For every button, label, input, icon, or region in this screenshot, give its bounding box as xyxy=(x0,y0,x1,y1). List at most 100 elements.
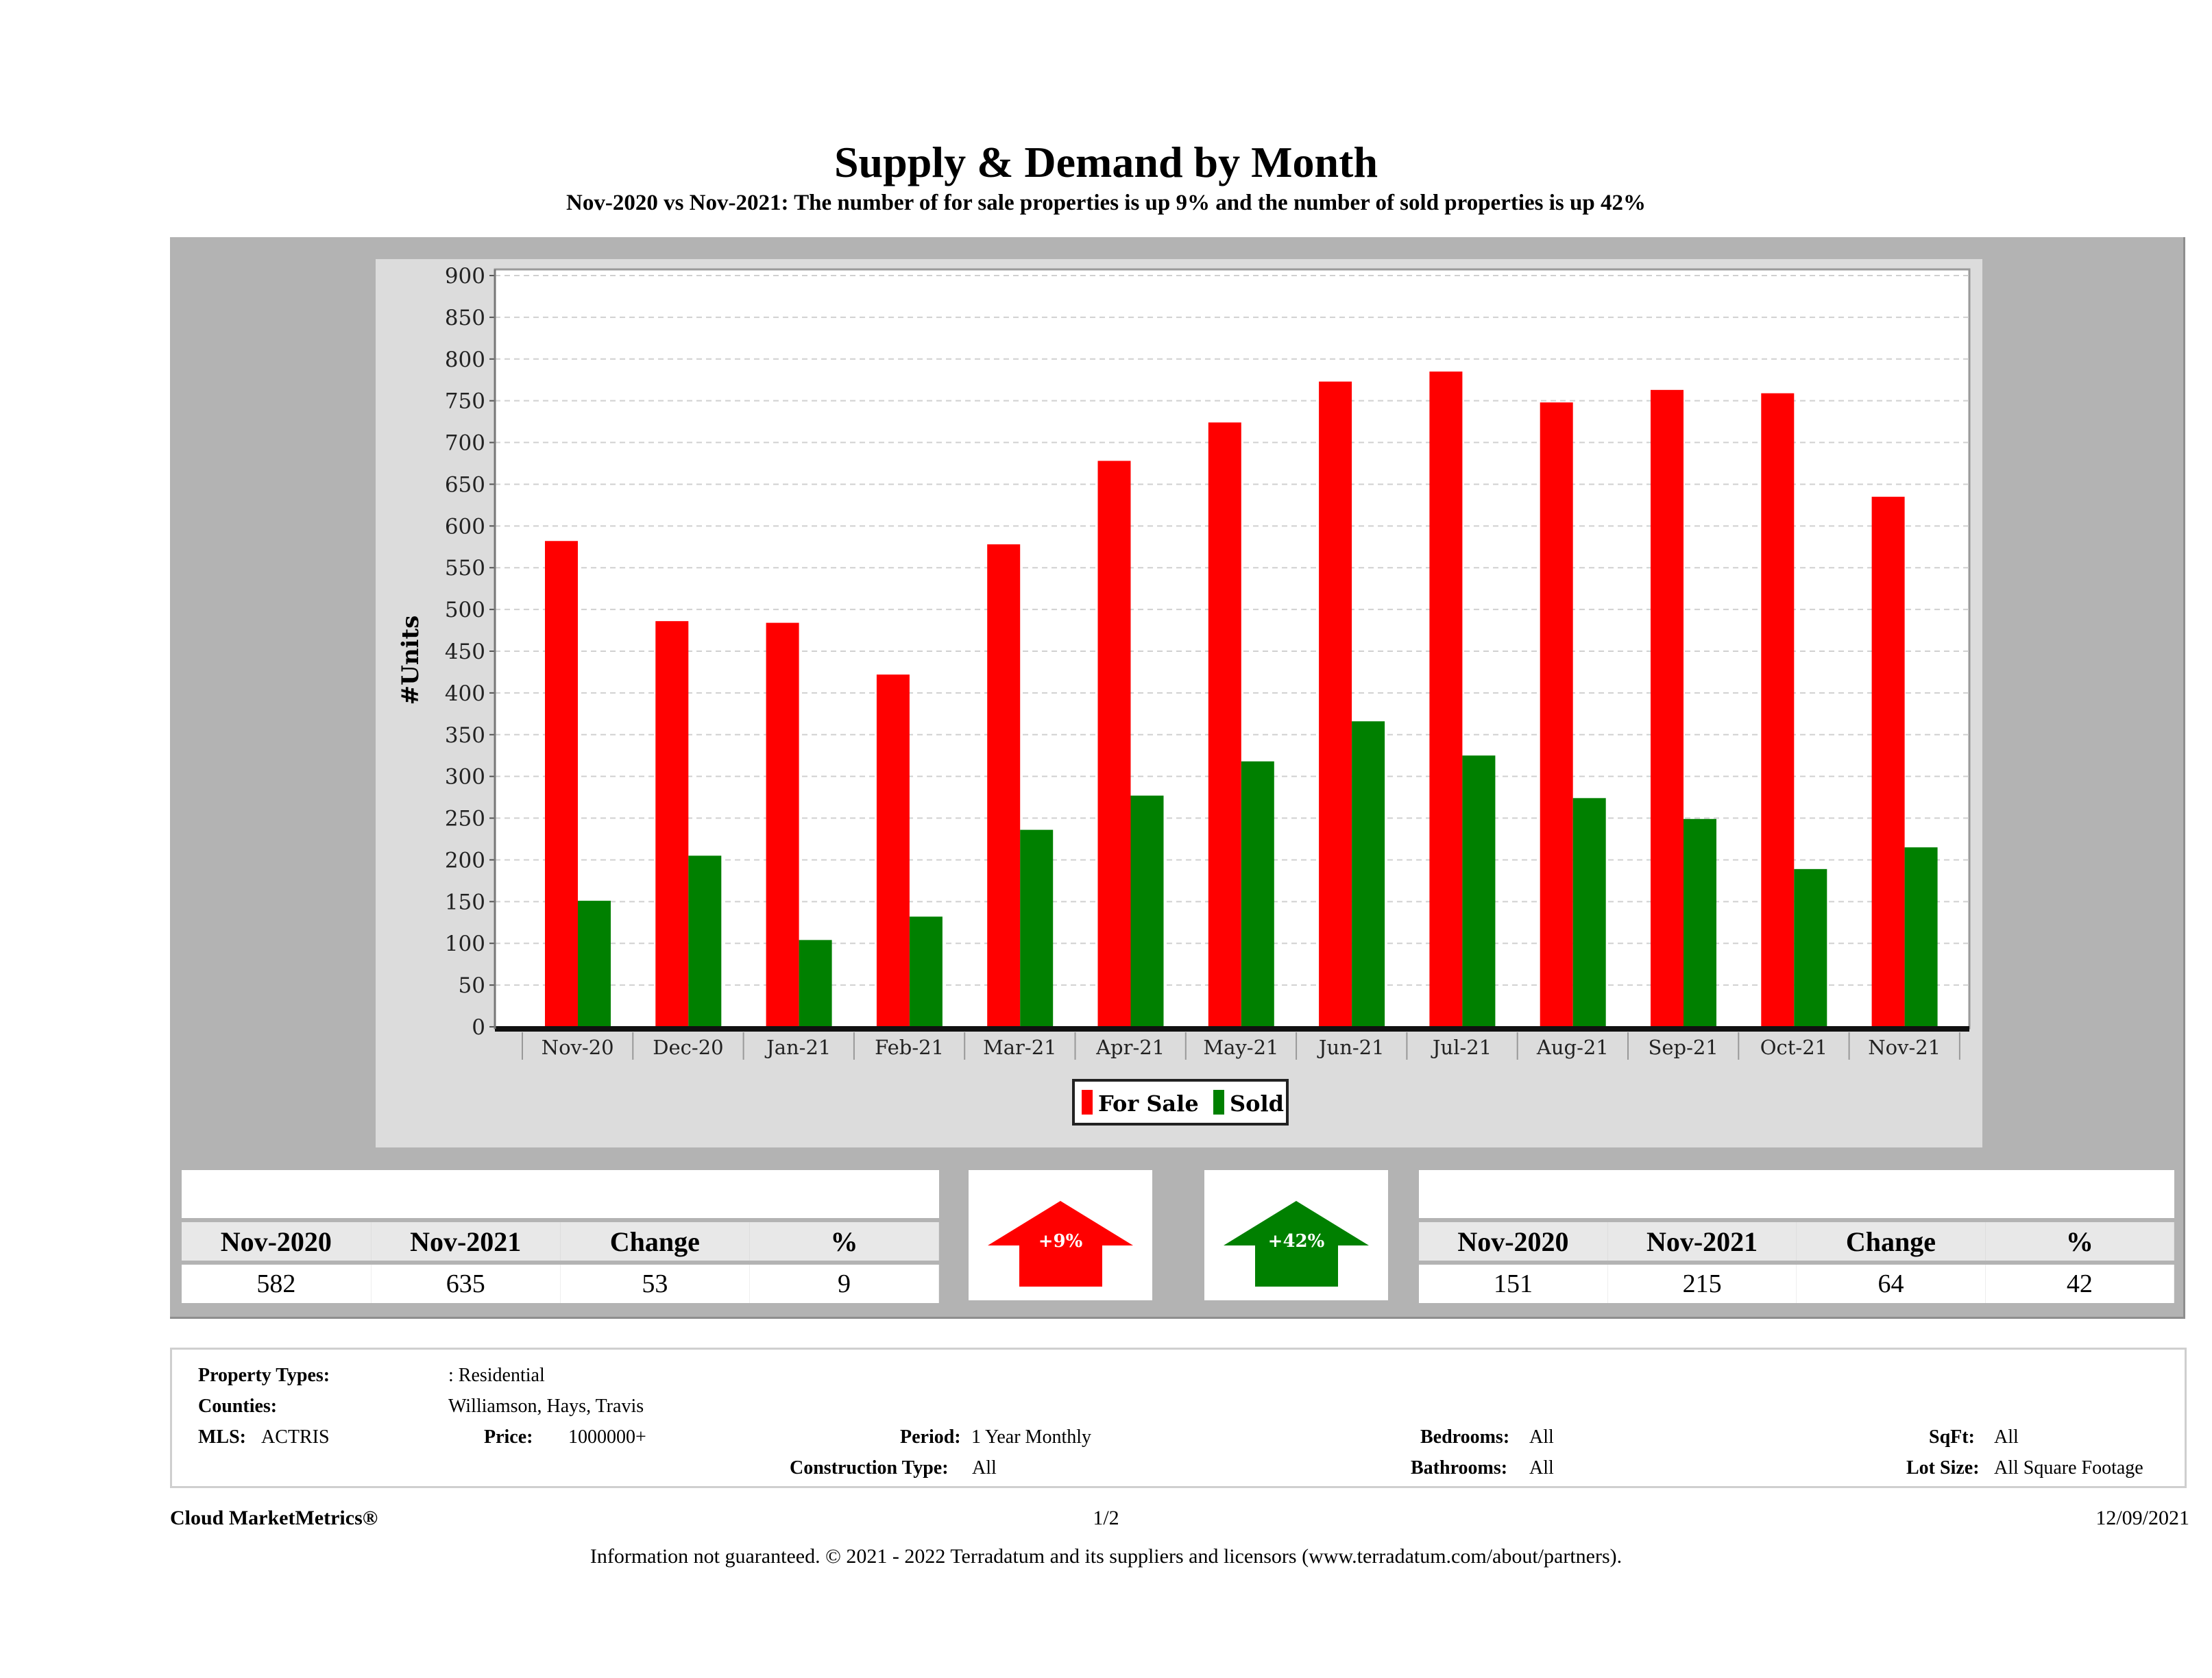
x-tick-label: May-21 xyxy=(1203,1036,1278,1059)
value-percent: 9 xyxy=(749,1261,940,1303)
value-nov-2020: 151 xyxy=(1419,1261,1608,1303)
header-change: Change xyxy=(560,1222,750,1263)
bar-sold xyxy=(1904,847,1938,1027)
bar-for-sale xyxy=(876,674,910,1027)
y-tick-label: 0 xyxy=(472,1015,485,1040)
y-tick-label: 450 xyxy=(445,640,485,664)
sold-badge-text: +42% xyxy=(1268,1231,1325,1252)
disclaimer: Information not guaranteed. © 2021 - 202… xyxy=(590,1545,1622,1568)
bar-sold xyxy=(1794,868,1827,1027)
for-sale-change-badge: +9% xyxy=(969,1170,1152,1300)
bar-sold xyxy=(1462,755,1496,1027)
period-label: Period: xyxy=(900,1426,961,1448)
legend-swatch-sold xyxy=(1213,1090,1224,1115)
counties-label: Counties: xyxy=(198,1396,278,1417)
page-title: Supply & Demand by Month xyxy=(834,138,1378,186)
y-tick-label: 800 xyxy=(445,348,485,372)
value-nov-2020: 582 xyxy=(182,1261,372,1303)
counties-value: Williamson, Hays, Travis xyxy=(448,1396,644,1417)
x-axis-ticks: Nov-20 Dec-20 Jan-21 Feb-21 Mar-21 Apr-21 May-… xyxy=(522,1032,1960,1060)
y-tick-label: 300 xyxy=(445,765,485,790)
header-percent: % xyxy=(1985,1222,2175,1263)
stats-header-blank xyxy=(1419,1170,2174,1222)
y-tick-label: 600 xyxy=(445,514,485,539)
sqft-label: SqFt: xyxy=(1929,1426,1975,1448)
construction-type-label: Construction Type: xyxy=(790,1457,949,1479)
for-sale-badge-text: +9% xyxy=(1038,1231,1083,1252)
bar-for-sale xyxy=(1540,402,1573,1027)
y-tick-label: 700 xyxy=(445,431,485,456)
bar-sold xyxy=(799,940,832,1027)
y-tick-label: 250 xyxy=(445,807,485,831)
bar-for-sale xyxy=(1097,461,1131,1027)
legend-box xyxy=(1072,1079,1289,1126)
mls-value: ACTRIS xyxy=(261,1426,330,1448)
lot-size-value: All Square Footage xyxy=(1994,1457,2143,1479)
price-value: 1000000+ xyxy=(568,1426,646,1448)
for-sale-stats-table: Nov-2020 Nov-2021 Change % 582 635 53 9 xyxy=(182,1170,940,1303)
x-tick-label: Aug-21 xyxy=(1536,1036,1609,1059)
sold-stats-table: Nov-2020 Nov-2021 Change % 151 215 64 42 xyxy=(1419,1170,2175,1303)
gridlines xyxy=(495,275,1969,986)
sqft-value: All xyxy=(1994,1426,2019,1448)
page-number: 1/2 xyxy=(1093,1507,1119,1529)
value-percent: 42 xyxy=(1985,1261,2175,1303)
y-tick-label: 400 xyxy=(445,681,485,706)
legend-label-for-sale: For Sale xyxy=(1098,1091,1199,1117)
x-tick-label: Feb-21 xyxy=(875,1036,944,1059)
bar-sold xyxy=(1684,818,1716,1027)
header-nov-2020: Nov-2020 xyxy=(1419,1222,1608,1263)
arrow-up-icon: +42% xyxy=(1224,1201,1369,1287)
bar-for-sale xyxy=(1208,422,1241,1027)
legend: For Sale Sold xyxy=(1072,1079,1289,1126)
x-tick-label: Dec-20 xyxy=(653,1036,723,1059)
y-tick-label: 650 xyxy=(445,472,485,497)
y-tick-label: 550 xyxy=(445,556,485,581)
sold-change-badge: +42% xyxy=(1204,1170,1388,1300)
y-axis-label: #Units xyxy=(397,616,424,705)
stats-header-blank xyxy=(182,1170,939,1222)
x-tick-label: Jul-21 xyxy=(1431,1036,1492,1059)
bar-sold xyxy=(578,901,611,1027)
bar-for-sale xyxy=(545,541,578,1027)
period-value: 1 Year Monthly xyxy=(971,1426,1092,1448)
x-tick-label: Oct-21 xyxy=(1760,1036,1827,1059)
header-nov-2021: Nov-2021 xyxy=(371,1222,561,1263)
header-percent: % xyxy=(749,1222,940,1263)
price-label: Price: xyxy=(484,1426,533,1448)
chart-container: 0 50 100 150 200 250 300 350 400 450 500 550 600 650 7… xyxy=(376,259,1982,1147)
bathrooms-value: All xyxy=(1529,1457,1554,1479)
x-tick-label: Nov-20 xyxy=(542,1036,614,1059)
y-tick-label: 50 xyxy=(459,973,485,998)
bathrooms-label: Bathrooms: xyxy=(1411,1457,1508,1479)
value-change: 53 xyxy=(560,1261,750,1303)
page-subtitle: Nov-2020 vs Nov-2021: The number of for … xyxy=(566,191,1646,215)
y-tick-label: 350 xyxy=(445,723,485,748)
brand-name: Cloud MarketMetrics® xyxy=(170,1507,378,1529)
value-nov-2021: 635 xyxy=(371,1261,561,1303)
bars xyxy=(545,372,1938,1027)
value-change: 64 xyxy=(1796,1261,1986,1303)
y-tick-label: 500 xyxy=(445,598,485,622)
construction-type-value: All xyxy=(972,1457,997,1479)
property-types-value: : Residential xyxy=(448,1365,545,1386)
y-tick-label: 850 xyxy=(445,306,485,330)
bar-for-sale xyxy=(987,544,1021,1027)
bar-sold xyxy=(1020,829,1054,1027)
bar-sold xyxy=(1130,795,1164,1027)
bar-sold xyxy=(1352,721,1385,1027)
x-tick-label: Apr-21 xyxy=(1095,1036,1165,1059)
x-tick-label: Jan-21 xyxy=(764,1036,831,1059)
legend-label-sold: Sold xyxy=(1230,1091,1284,1117)
y-tick-label: 200 xyxy=(445,848,485,873)
bar-for-sale xyxy=(655,621,689,1027)
property-types-label: Property Types: xyxy=(198,1365,330,1386)
arrow-up-icon: +9% xyxy=(988,1201,1133,1287)
value-nov-2021: 215 xyxy=(1607,1261,1797,1303)
y-tick-label: 750 xyxy=(445,389,485,414)
bar-chart: 0 50 100 150 200 250 300 350 400 450 500 550 600 650 7… xyxy=(397,264,1971,1126)
bar-sold xyxy=(688,855,722,1027)
legend-swatch-for-sale xyxy=(1082,1090,1093,1115)
bar-for-sale xyxy=(1651,389,1684,1027)
y-tick-label: 100 xyxy=(445,932,485,956)
